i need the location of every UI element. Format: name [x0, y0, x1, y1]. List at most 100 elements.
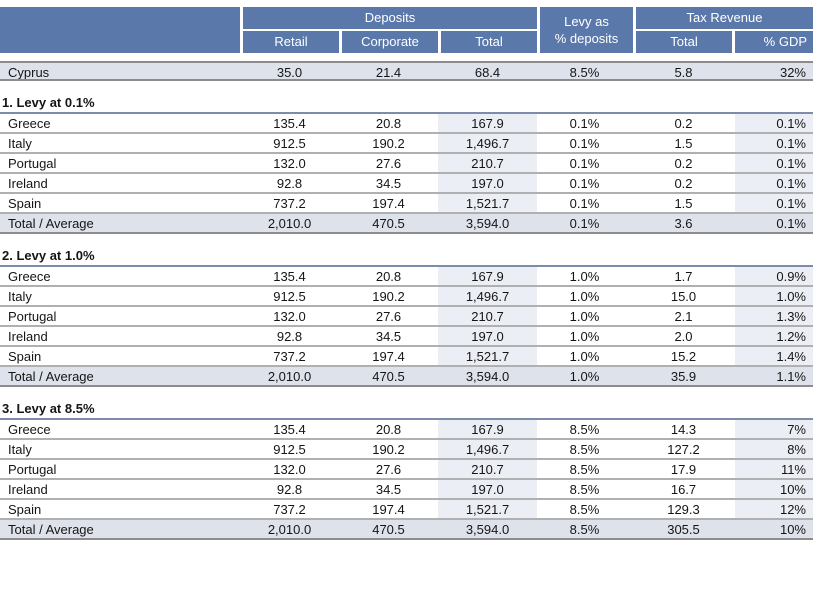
col-header-corporate: Corporate — [342, 31, 438, 53]
country-row: Greece 135.4 20.8 167.9 0.1% 0.2 0.1% — [0, 114, 813, 134]
cell-deposits-corporate: 197.4 — [372, 196, 405, 211]
cell-pct-gdp: 10% — [779, 522, 806, 537]
cell-deposits-retail: 912.5 — [273, 442, 306, 457]
cell-levy-pct: 1.0% — [569, 289, 600, 304]
cell-tax-revenue-total: 1.5 — [674, 136, 693, 151]
cell-levy-pct: 1.0% — [569, 329, 600, 344]
cell-deposits-retail: 737.2 — [273, 196, 306, 211]
tax-revenue-subheaders: Total % GDP — [636, 31, 813, 53]
cell-levy-pct: 8.5% — [569, 482, 600, 497]
row-label: Portugal — [8, 156, 57, 171]
cell-deposits-total: 1,521.7 — [438, 194, 537, 212]
country-row: Portugal 132.0 27.6 210.7 8.5% 17.9 11% — [0, 460, 813, 480]
cell-tax-revenue-total: 35.9 — [670, 369, 697, 384]
cell-levy-pct: 1.0% — [569, 369, 600, 384]
row-label: Italy — [8, 289, 32, 304]
cell-deposits-total: 210.7 — [438, 307, 537, 325]
col-header-retail: Retail — [243, 31, 339, 53]
cell-tax-revenue-total: 0.2 — [674, 156, 693, 171]
cell-deposits-total: 167.9 — [438, 114, 537, 132]
cell-deposits-corporate: 20.8 — [375, 422, 402, 437]
cell-levy-pct: 0.1% — [569, 176, 600, 191]
cell-deposits-corporate: 27.6 — [375, 462, 402, 477]
cell-deposits-corporate: 190.2 — [372, 289, 405, 304]
cell-deposits-corporate: 197.4 — [372, 349, 405, 364]
deposits-subheaders: Retail Corporate Total — [243, 31, 537, 53]
cell-pct-gdp: 0.1% — [735, 114, 813, 132]
cell-tax-revenue-total: 0.2 — [674, 116, 693, 131]
cell-pct-gdp: 10% — [735, 480, 813, 498]
cell-deposits-total: 197.0 — [438, 174, 537, 192]
country-row: Greece 135.4 20.8 167.9 1.0% 1.7 0.9% — [0, 267, 813, 287]
row-label: Cyprus — [8, 65, 50, 79]
cell-deposits-corporate: 27.6 — [375, 156, 402, 171]
cell-deposits-corporate: 20.8 — [375, 269, 402, 284]
cell-levy-pct: 8.5% — [569, 462, 600, 477]
cell-pct-gdp: 8% — [735, 440, 813, 458]
row-label: Italy — [8, 136, 32, 151]
cell-levy-pct: 1.0% — [569, 309, 600, 324]
cell-deposits-retail: 132.0 — [273, 156, 306, 171]
cell-deposits-retail: 2,010.0 — [267, 522, 312, 537]
row-label: Greece — [8, 116, 51, 131]
country-row: Italy 912.5 190.2 1,496.7 0.1% 1.5 0.1% — [0, 134, 813, 154]
cell-tax-revenue-total: 17.9 — [670, 462, 697, 477]
col-header-tax-total: Total — [636, 31, 732, 53]
cell-levy-pct: 0.1% — [569, 136, 600, 151]
country-row: Ireland 92.8 34.5 197.0 1.0% 2.0 1.2% — [0, 327, 813, 347]
cell-pct-gdp: 1.1% — [776, 369, 806, 384]
cell-deposits-retail: 2,010.0 — [267, 216, 312, 231]
levy-header-line2: % deposits — [554, 31, 619, 46]
cell-deposits-retail: 737.2 — [273, 349, 306, 364]
cell-pct-gdp: 0.1% — [735, 154, 813, 172]
cell-tax-revenue-total: 14.3 — [670, 422, 697, 437]
cell-deposits-total: 1,521.7 — [438, 500, 537, 518]
cell-deposits-retail: 92.8 — [276, 482, 303, 497]
cell-deposits-retail: 35.0 — [276, 65, 303, 79]
cell-pct-gdp: 1.0% — [735, 287, 813, 305]
country-row: Greece 135.4 20.8 167.9 8.5% 14.3 7% — [0, 420, 813, 440]
cell-deposits-retail: 135.4 — [273, 422, 306, 437]
total-average-row: Total / Average 2,010.0 470.5 3,594.0 1.0% 35… — [0, 367, 813, 387]
cell-deposits-total: 3,594.0 — [465, 522, 510, 537]
cell-deposits-corporate: 470.5 — [372, 522, 405, 537]
cell-tax-revenue-total: 129.3 — [667, 502, 700, 517]
cell-levy-pct: 0.1% — [569, 156, 600, 171]
row-label: Spain — [8, 502, 42, 517]
cell-deposits-retail: 92.8 — [276, 176, 303, 191]
row-label: Portugal — [8, 462, 57, 477]
section-title: 3. Levy at 8.5% — [2, 401, 95, 416]
row-label: Total / Average — [8, 216, 94, 231]
cell-tax-revenue-total: 15.0 — [670, 289, 697, 304]
cell-deposits-retail: 912.5 — [273, 289, 306, 304]
cell-pct-gdp: 0.1% — [735, 194, 813, 212]
cell-pct-gdp: 11% — [735, 460, 813, 478]
cell-levy-pct: 0.1% — [569, 216, 600, 231]
cell-tax-revenue-total: 15.2 — [670, 349, 697, 364]
country-row: Spain 737.2 197.4 1,521.7 1.0% 15.2 1.4% — [0, 347, 813, 367]
cell-levy-pct: 1.0% — [569, 349, 600, 364]
section-rows: Greece 135.4 20.8 167.9 1.0% 1.7 0.9% Italy 912.… — [0, 265, 813, 387]
cell-tax-revenue-total: 5.8 — [674, 65, 693, 79]
total-average-row: Total / Average 2,010.0 470.5 3,594.0 8.5% 30… — [0, 520, 813, 540]
row-label: Greece — [8, 269, 51, 284]
cell-deposits-corporate: 21.4 — [375, 65, 402, 79]
row-label: Portugal — [8, 309, 57, 324]
cell-tax-revenue-total: 1.7 — [674, 269, 693, 284]
row-label: Spain — [8, 349, 42, 364]
cell-deposits-total: 3,594.0 — [465, 216, 510, 231]
cell-tax-revenue-total: 305.5 — [667, 522, 700, 537]
cell-deposits-total: 68.4 — [474, 65, 501, 79]
table-header: Deposits Retail Corporate Total Levy as … — [0, 7, 813, 53]
country-row: Spain 737.2 197.4 1,521.7 8.5% 129.3 12% — [0, 500, 813, 520]
cell-deposits-total: 1,521.7 — [438, 347, 537, 365]
total-average-row: Total / Average 2,010.0 470.5 3,594.0 0.1% 3.… — [0, 214, 813, 234]
sections: 1. Levy at 0.1% Greece 135.4 20.8 167.9 0.1% 0… — [0, 93, 813, 540]
col-header-pct-gdp: % GDP — [735, 31, 813, 53]
country-row: Ireland 92.8 34.5 197.0 8.5% 16.7 10% — [0, 480, 813, 500]
country-row: Portugal 132.0 27.6 210.7 1.0% 2.1 1.3% — [0, 307, 813, 327]
deposits-column-group: Deposits Retail Corporate Total — [243, 7, 537, 53]
section-rows: Greece 135.4 20.8 167.9 8.5% 14.3 7% Italy 912.5… — [0, 418, 813, 540]
cell-tax-revenue-total: 1.5 — [674, 196, 693, 211]
cell-deposits-corporate: 190.2 — [372, 442, 405, 457]
